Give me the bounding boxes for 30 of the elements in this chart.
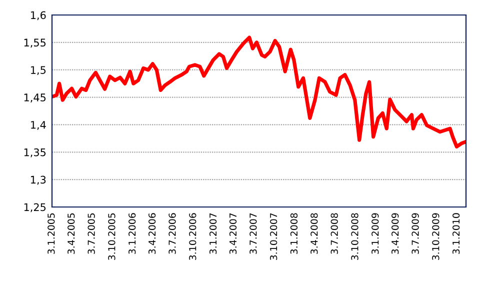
x-tick-label: 3.7.2006	[168, 213, 176, 254]
y-tick-label: 1,45	[24, 94, 46, 102]
x-tick-label: 3.7.2009	[412, 213, 419, 254]
y-tick-label: 1,55	[24, 38, 46, 48]
x-tick-label: 3.4.2009	[392, 213, 399, 254]
x-tick-label: 3.7.2005	[88, 213, 95, 254]
x-tick-label: 3.10.2006	[189, 213, 196, 260]
x-tick-label: 3.7.2008	[330, 213, 338, 254]
line-series	[52, 36, 466, 148]
x-tick-label: 3.10.2007	[270, 213, 278, 260]
x-tick-label: 3.4.2006	[148, 213, 156, 254]
x-tick-label: 3.10.2005	[108, 213, 116, 260]
y-tick-label: 1,35	[24, 148, 46, 158]
y-tick-label: 1,5	[31, 66, 46, 76]
y-tick-label: 1,4	[31, 121, 46, 130]
x-tick-label: 3.1.2009	[372, 213, 379, 254]
x-tick-label: 3.1.2005	[48, 213, 55, 254]
y-tick-label: 1,3	[31, 176, 46, 185]
x-tick-label: 3.1.2010	[452, 213, 460, 254]
x-tick-label: 3.10.2008	[351, 213, 358, 260]
x-tick-label: 3.1.2006	[128, 213, 136, 254]
x-tick-label: 3.4.2007	[229, 213, 237, 254]
x-tick-label: 3.4.2005	[68, 213, 75, 254]
x-tick-label: 3.10.2009	[432, 213, 440, 260]
x-tick-label: 3.4.2008	[310, 213, 318, 254]
x-tick-label: 3.1.2007	[209, 213, 217, 254]
y-tick-label: 1,6	[31, 11, 46, 20]
x-tick-label: 3.7.2007	[250, 213, 257, 254]
y-tick-label: 1,25	[24, 203, 46, 212]
x-tick-label: 3.1.2008	[290, 213, 298, 254]
